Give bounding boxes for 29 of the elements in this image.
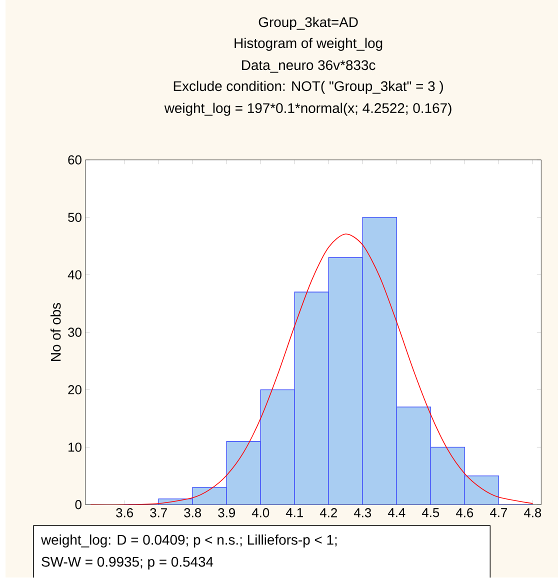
- chart-subtitle: Histogram of weight_log: [234, 38, 382, 51]
- x-tick-label: 3.6: [116, 508, 133, 518]
- y-tick-label: 30: [68, 328, 82, 337]
- x-tick-label: 4.8: [524, 508, 542, 518]
- y-tick-label: 20: [68, 385, 82, 394]
- y-tick-label: 40: [68, 270, 82, 280]
- x-tick-label: 3.9: [218, 508, 235, 518]
- x-tick-label: 4.7: [490, 508, 507, 518]
- x-tick-label: 3.8: [184, 508, 201, 518]
- text: weight_log = 197*0.1*normal(x; 4.2522; 0.167): [164, 102, 452, 116]
- y-tick-label: 10: [68, 442, 82, 452]
- text: Data_neuro 36v*833c: [242, 60, 376, 73]
- x-tick-label: 4.6: [456, 508, 474, 518]
- y-tick-label: 60: [68, 155, 82, 164]
- x-tick-label: 4.1: [286, 508, 303, 518]
- y-tick-label: 0: [75, 500, 82, 510]
- x-tick-label: 4.3: [354, 508, 371, 518]
- x-tick-label: 3.7: [150, 508, 167, 518]
- text: Exclude condition: NOT( "Group_3kat" = 3 ): [174, 80, 443, 94]
- y-tick-label: 50: [68, 212, 82, 222]
- x-tick-label: 4.5: [422, 508, 440, 518]
- x-tick-label: 4.2: [320, 508, 337, 518]
- text: weight_log: D = 0.0409; p < n.s.; Lilliefors-p < 1;: [40, 534, 337, 548]
- line-series: [90, 234, 533, 505]
- x-tick-label: 4.0: [252, 508, 270, 518]
- chart-title: Group_3kat=AD: [258, 16, 358, 30]
- text: SW-W = 0.9935; p = 0.5434: [42, 556, 214, 570]
- x-tick-label: 4.4: [388, 508, 406, 518]
- y-axis-title: No of obs: [50, 302, 61, 361]
